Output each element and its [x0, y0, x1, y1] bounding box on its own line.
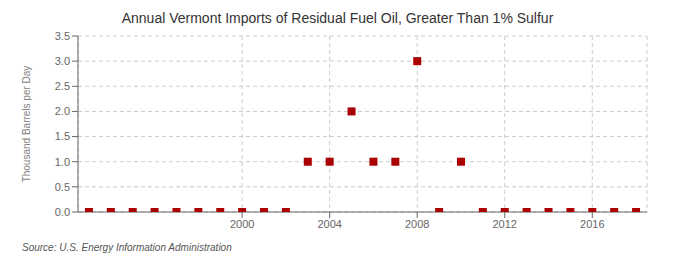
svg-text:1.0: 1.0: [55, 156, 70, 168]
svg-text:3.0: 3.0: [55, 55, 70, 67]
svg-text:2016: 2016: [580, 218, 604, 230]
svg-text:3.5: 3.5: [55, 30, 70, 42]
html-text:Annual Vermont Imports of Resi: Annual Vermont Imports of Residual Fuel …: [121, 10, 554, 26]
svg-text:2.5: 2.5: [55, 80, 70, 92]
svg-text:0.0: 0.0: [55, 206, 70, 218]
svg-text:Thousand Barrels per Day: Thousand Barrels per Day: [21, 66, 32, 183]
svg-text:2008: 2008: [405, 218, 429, 230]
svg-text:1.5: 1.5: [55, 130, 70, 142]
html-text:Source: U.S. Energy Informatio: Source: U.S. Energy Information Administ…: [22, 242, 232, 253]
svg-text:2.0: 2.0: [55, 105, 70, 117]
svg-text:2012: 2012: [493, 218, 517, 230]
svg-text:2004: 2004: [317, 218, 341, 230]
svg-text:2000: 2000: [230, 218, 254, 230]
svg-text:0.5: 0.5: [55, 181, 70, 193]
